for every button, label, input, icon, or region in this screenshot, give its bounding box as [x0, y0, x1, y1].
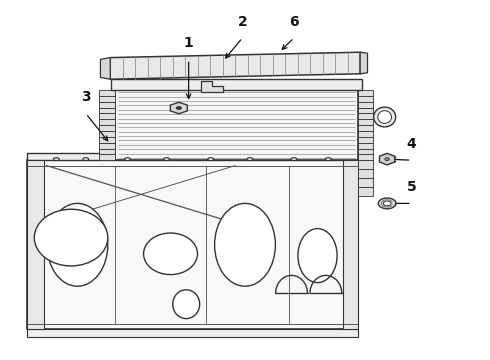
Ellipse shape [385, 158, 389, 161]
Ellipse shape [298, 229, 337, 283]
Polygon shape [358, 143, 373, 149]
Ellipse shape [378, 111, 392, 123]
Polygon shape [201, 81, 223, 92]
Polygon shape [99, 119, 115, 125]
Polygon shape [99, 108, 115, 113]
Ellipse shape [83, 158, 89, 161]
Polygon shape [358, 102, 373, 108]
Polygon shape [171, 102, 187, 114]
Polygon shape [358, 96, 373, 102]
Polygon shape [358, 154, 373, 160]
Ellipse shape [53, 158, 59, 161]
Polygon shape [111, 79, 362, 90]
Polygon shape [358, 119, 373, 125]
Polygon shape [358, 178, 373, 187]
Polygon shape [27, 329, 358, 337]
Ellipse shape [34, 209, 108, 266]
Polygon shape [27, 153, 358, 160]
Polygon shape [99, 131, 115, 137]
Polygon shape [358, 149, 373, 154]
Ellipse shape [325, 158, 331, 161]
Polygon shape [358, 108, 373, 113]
Ellipse shape [208, 158, 214, 161]
Ellipse shape [176, 107, 181, 109]
Polygon shape [99, 102, 115, 108]
Polygon shape [99, 154, 115, 160]
Polygon shape [99, 96, 115, 102]
Polygon shape [110, 52, 360, 79]
Polygon shape [100, 58, 110, 79]
Ellipse shape [291, 158, 297, 161]
Polygon shape [99, 125, 115, 131]
Polygon shape [358, 90, 373, 96]
Ellipse shape [47, 203, 108, 286]
Polygon shape [358, 131, 373, 137]
Text: 2: 2 [238, 15, 247, 29]
Polygon shape [379, 153, 395, 165]
Text: 1: 1 [184, 36, 194, 50]
Ellipse shape [378, 198, 396, 209]
Ellipse shape [215, 203, 275, 286]
Polygon shape [27, 160, 358, 329]
Polygon shape [99, 149, 115, 154]
Text: 4: 4 [407, 137, 416, 151]
Polygon shape [99, 137, 115, 143]
Polygon shape [99, 113, 115, 119]
Ellipse shape [144, 233, 197, 275]
Ellipse shape [383, 201, 391, 206]
Polygon shape [115, 90, 358, 160]
Ellipse shape [124, 158, 130, 161]
Polygon shape [358, 160, 373, 169]
Ellipse shape [247, 158, 253, 161]
Polygon shape [358, 113, 373, 119]
Ellipse shape [374, 107, 395, 127]
Polygon shape [358, 125, 373, 131]
Polygon shape [360, 52, 368, 74]
Text: 6: 6 [289, 15, 299, 29]
Polygon shape [27, 160, 44, 329]
Polygon shape [358, 137, 373, 143]
Ellipse shape [164, 158, 170, 161]
Polygon shape [99, 90, 115, 96]
Polygon shape [358, 187, 373, 196]
Polygon shape [99, 143, 115, 149]
Text: 3: 3 [81, 90, 91, 104]
Polygon shape [358, 169, 373, 178]
Text: 5: 5 [407, 180, 416, 194]
Ellipse shape [172, 290, 200, 319]
Polygon shape [343, 160, 358, 329]
